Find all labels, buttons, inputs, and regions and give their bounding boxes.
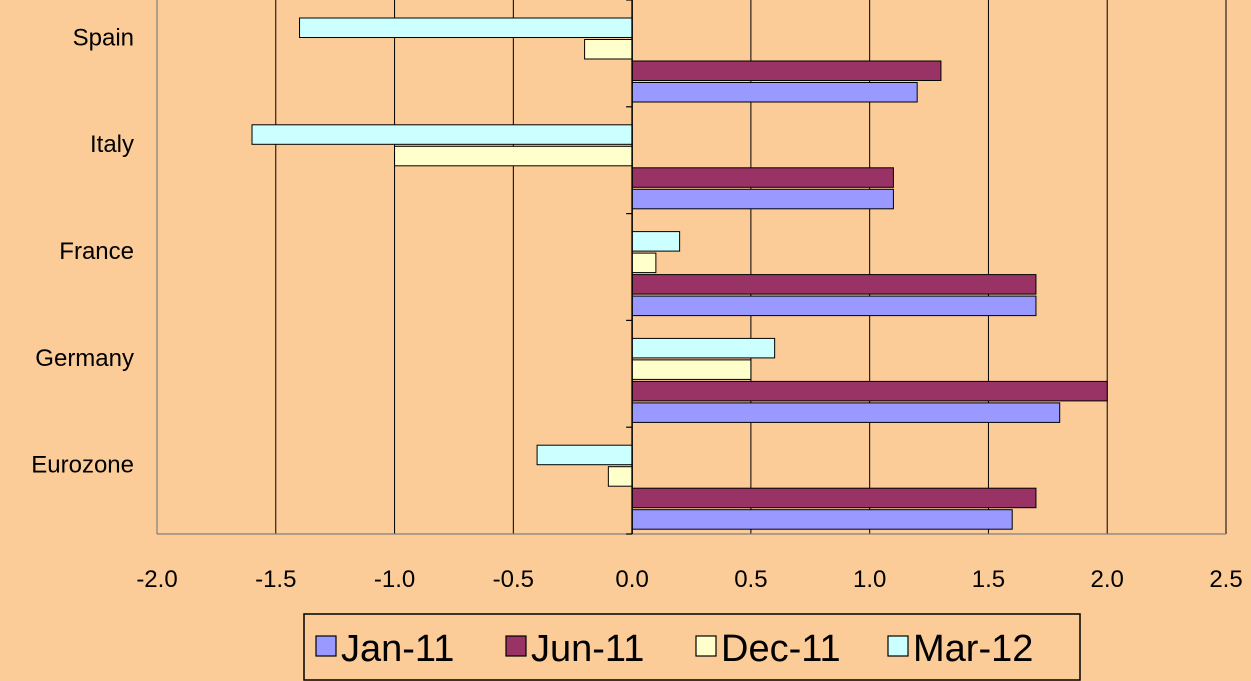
- bar-germany-dec-11: [631, 359, 752, 380]
- bar-italy-mar-12: [251, 124, 633, 145]
- category-label: Spain: [73, 24, 134, 51]
- x-tick-label: 1.5: [972, 566, 1005, 593]
- x-tick-label: -1.0: [374, 566, 415, 593]
- axes: [156, 0, 1226, 535]
- bar-spain-jun-11: [631, 60, 942, 81]
- bar-eurozone-jun-11: [631, 487, 1037, 509]
- category-label: Italy: [90, 131, 134, 158]
- bar-eurozone-mar-12: [536, 444, 633, 466]
- bar-spain-jan-11: [631, 82, 918, 103]
- legend: Jan-11 Jun-11 Dec-11 Mar-12: [303, 613, 1081, 681]
- bar-italy-jun-11: [631, 167, 894, 188]
- x-tick-label: 1.0: [853, 566, 886, 593]
- bar-france-jan-11: [631, 295, 1037, 317]
- legend-box: [303, 613, 1081, 681]
- bar-france-mar-12: [631, 231, 681, 252]
- x-tick-label: -2.0: [136, 566, 177, 593]
- bar-spain-mar-12: [299, 17, 633, 38]
- bar-germany-jan-11: [631, 402, 1061, 423]
- x-tick-label: -0.5: [493, 566, 534, 593]
- legend-swatch: [315, 635, 337, 657]
- legend-swatch: [505, 635, 527, 657]
- bar-france-dec-11: [631, 252, 657, 274]
- bar-germany-mar-12: [631, 337, 776, 359]
- x-tick-label: -1.5: [255, 566, 296, 593]
- bar-italy-dec-11: [394, 145, 633, 167]
- category-labels: Eurozone Germany France Italy Spain: [31, 24, 134, 478]
- legend-swatch: [695, 635, 717, 657]
- x-tick-label: 0.0: [615, 566, 648, 593]
- legend-item-label: Mar-12: [913, 628, 1033, 670]
- x-tick-label: 2.0: [1091, 566, 1124, 593]
- legend-item-label: Jan-11: [341, 628, 454, 670]
- bar-eurozone-jan-11: [631, 509, 1013, 530]
- bar-france-jun-11: [631, 274, 1037, 295]
- x-tick-label: 0.5: [734, 566, 767, 593]
- legend-swatch: [887, 635, 909, 657]
- bars: [251, 17, 1108, 530]
- x-tick-labels: -2.0 -1.5 -1.0 -0.5 0.0 0.5 1.0 1.5 2.0 2.5: [136, 566, 1242, 593]
- legend-item-label: Dec-11: [721, 628, 841, 670]
- bar-italy-jan-11: [631, 188, 894, 210]
- bar-germany-jun-11: [631, 380, 1108, 402]
- category-label: Eurozone: [31, 452, 134, 479]
- legend-item-label: Jun-11: [531, 628, 644, 670]
- category-label: Germany: [35, 345, 134, 372]
- category-label: France: [59, 238, 134, 265]
- x-tick-label: 2.5: [1209, 566, 1242, 593]
- bar-eurozone-dec-11: [607, 466, 633, 487]
- bar-spain-dec-11: [584, 39, 633, 60]
